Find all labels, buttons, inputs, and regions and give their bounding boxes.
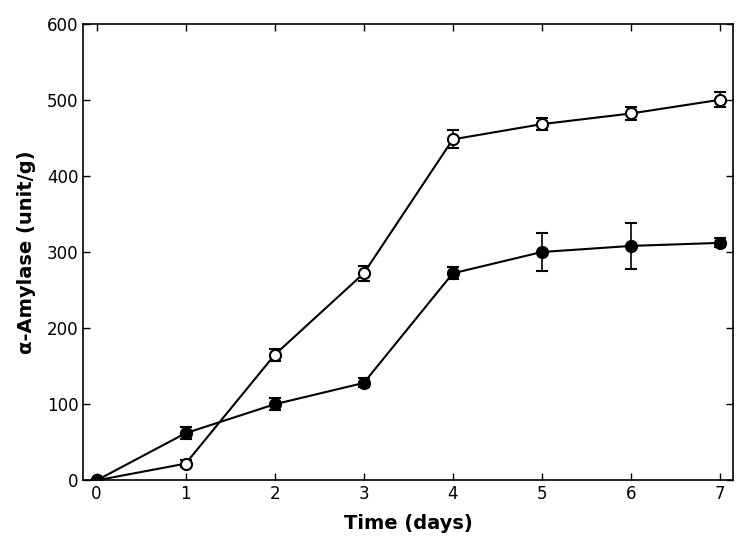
Y-axis label: α-Amylase (unit/g): α-Amylase (unit/g): [16, 150, 36, 354]
X-axis label: Time (days): Time (days): [344, 514, 472, 534]
